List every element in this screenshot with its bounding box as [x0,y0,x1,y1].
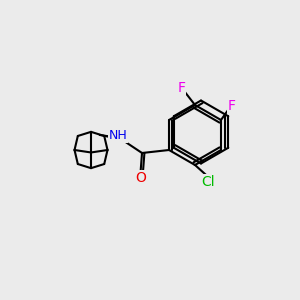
Text: F: F [227,100,236,113]
Text: O: O [135,171,146,185]
Text: F: F [178,82,185,95]
Text: NH: NH [109,129,128,142]
Text: Cl: Cl [202,175,215,188]
